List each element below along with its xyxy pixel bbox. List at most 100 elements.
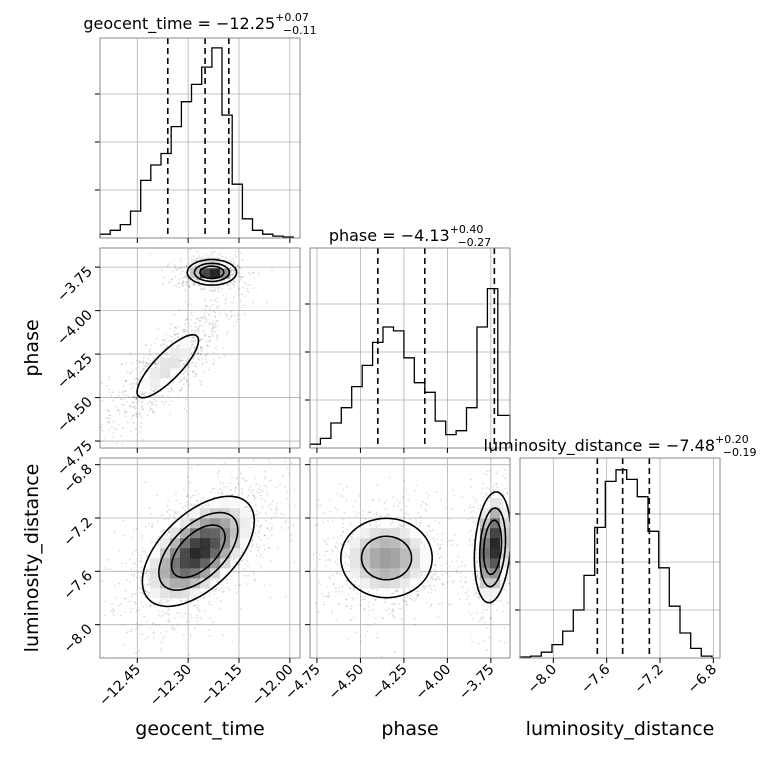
contour-lines (136, 258, 238, 399)
scatter-point (367, 605, 370, 608)
scatter-point (363, 608, 366, 611)
scatter-point (168, 599, 171, 602)
scatter-point (238, 583, 241, 586)
scatter-point (179, 378, 182, 381)
density-bin (480, 518, 491, 529)
panel-frame (99, 37, 301, 239)
scatter-point (141, 406, 144, 409)
scatter-point (421, 573, 424, 575)
scatter-point (338, 482, 341, 485)
scatter-point (203, 370, 205, 373)
scatter-point (185, 284, 188, 287)
scatter-point (264, 477, 266, 480)
scatter-point (456, 571, 458, 574)
scatter-point (478, 597, 481, 600)
scatter-point (162, 343, 165, 345)
scatter-point (97, 419, 99, 421)
density-bin (200, 568, 211, 579)
scatter-point (478, 577, 481, 579)
scatter-point (232, 270, 235, 272)
density-bin (210, 538, 221, 549)
scatter-point (214, 323, 217, 326)
scatter-point (179, 257, 182, 260)
scatter-point (353, 588, 356, 591)
scatter-point (302, 475, 304, 477)
scatter-point (268, 529, 271, 532)
scatter-point (503, 588, 505, 591)
scatter-point (442, 573, 444, 576)
scatter-point (136, 412, 139, 415)
scatter-point (168, 608, 171, 611)
scatter-point (257, 273, 260, 275)
scatter-point (132, 414, 135, 417)
scatter-point (192, 340, 195, 343)
scatter-point (376, 511, 378, 514)
scatter-point (263, 499, 266, 502)
scatter-point (153, 390, 156, 393)
scatter-point (343, 511, 346, 514)
scatter-point (132, 563, 135, 565)
scatter-point (131, 401, 134, 404)
scatter-point (501, 504, 504, 506)
scatter-point (123, 597, 126, 600)
scatter-point (196, 620, 199, 623)
scatter-point (153, 412, 155, 414)
contour-line (193, 262, 231, 283)
scatter-point (191, 314, 193, 317)
scatter-point (315, 602, 317, 604)
scatter-point (146, 555, 148, 558)
scatter-point (130, 628, 133, 630)
scatter-point (154, 362, 156, 365)
scatter-point (131, 593, 134, 595)
scatter-point (190, 616, 193, 619)
scatter-point (263, 484, 266, 487)
scatter-point (482, 472, 485, 475)
scatter-point (360, 599, 362, 602)
scatter-point (236, 476, 239, 479)
scatter-point (176, 611, 179, 614)
scatter-point (253, 495, 256, 498)
density-bin (360, 548, 371, 559)
scatter-point (106, 417, 109, 419)
scatter-point (117, 604, 120, 607)
scatter-point (98, 413, 100, 415)
scatter-point (207, 600, 210, 603)
scatter-point (189, 613, 192, 616)
scatter-point (156, 363, 159, 365)
scatter-point (241, 488, 243, 490)
scatter-point (397, 525, 400, 528)
scatter-point (163, 635, 166, 638)
density-bin (160, 538, 171, 549)
scatter-point (186, 280, 189, 283)
scatter-point (428, 584, 431, 587)
scatter-point (476, 545, 479, 548)
scatter-point (476, 561, 479, 564)
scatter-point (113, 530, 116, 533)
density-bin (410, 558, 421, 569)
scatter-point (348, 587, 351, 590)
scatter-point (486, 503, 489, 506)
scatter-point (204, 504, 207, 506)
scatter-point (150, 388, 152, 391)
scatter-point (137, 608, 140, 611)
scatter-point (234, 489, 236, 492)
scatter-point (267, 494, 269, 497)
scatter-point (130, 387, 133, 390)
density-bin (210, 278, 221, 289)
scatter-point (284, 521, 287, 524)
scatter-point (167, 403, 170, 406)
scatter-point (468, 538, 471, 540)
density-bin (210, 558, 221, 569)
scatter-point (234, 561, 237, 564)
scatter-point (160, 615, 163, 618)
scatter-point (506, 578, 508, 580)
scatter-point (132, 528, 135, 531)
scatter-point (149, 627, 152, 630)
scatter-point (350, 605, 353, 608)
scatter-point (204, 333, 207, 336)
scatter-point (169, 413, 172, 416)
scatter-point (171, 625, 174, 628)
scatter-point (159, 600, 162, 602)
scatter-point (512, 493, 514, 495)
scatter-point (161, 395, 164, 398)
